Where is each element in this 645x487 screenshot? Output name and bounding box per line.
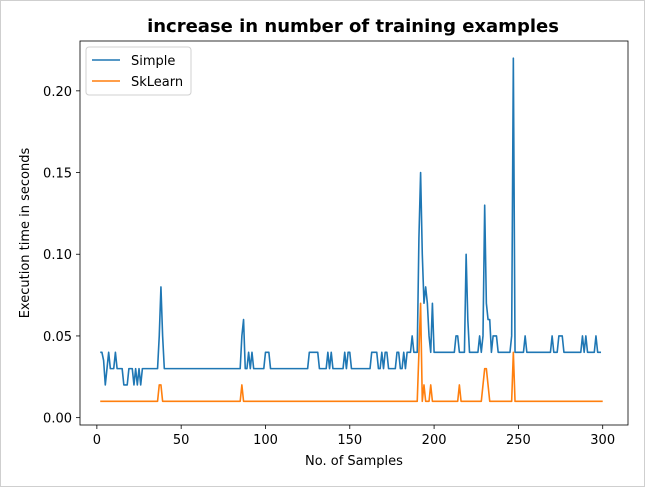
x-tick-label: 250 <box>506 433 531 448</box>
series-line-sklearn <box>100 302 603 403</box>
legend: Simple SkLearn <box>85 46 192 96</box>
legend-label-simple: Simple <box>131 54 175 69</box>
y-axis-ticks: 0.00 0.05 0.10 0.15 0.20 <box>43 85 80 427</box>
y-tick-label: 0.15 <box>43 167 72 182</box>
x-tick-label: 50 <box>173 433 190 448</box>
axes-frame <box>79 40 629 426</box>
x-axis-ticks: 0 50 100 150 200 250 300 <box>93 425 615 448</box>
series-line-simple <box>100 57 602 386</box>
x-tick-label: 300 <box>590 433 615 448</box>
legend-box <box>85 46 192 96</box>
y-tick-label: 0.00 <box>43 412 72 427</box>
chart-title: increase in number of training examples <box>147 16 559 37</box>
legend-label-sklearn: SkLearn <box>131 75 183 90</box>
y-tick-label: 0.05 <box>43 330 72 345</box>
x-axis-label: No. of Samples <box>305 454 403 469</box>
series-lines <box>100 57 603 403</box>
y-tick-label: 0.10 <box>43 248 72 263</box>
y-tick-label: 0.20 <box>43 85 72 100</box>
x-tick-label: 100 <box>253 433 278 448</box>
y-axis-label: Execution time in seconds <box>18 148 33 319</box>
x-tick-label: 200 <box>422 433 447 448</box>
plot-area: 0 50 100 150 200 250 300 0.00 0.05 0.10 0.15 0.20 <box>43 40 629 448</box>
x-tick-label: 0 <box>93 433 101 448</box>
x-tick-label: 150 <box>337 433 362 448</box>
